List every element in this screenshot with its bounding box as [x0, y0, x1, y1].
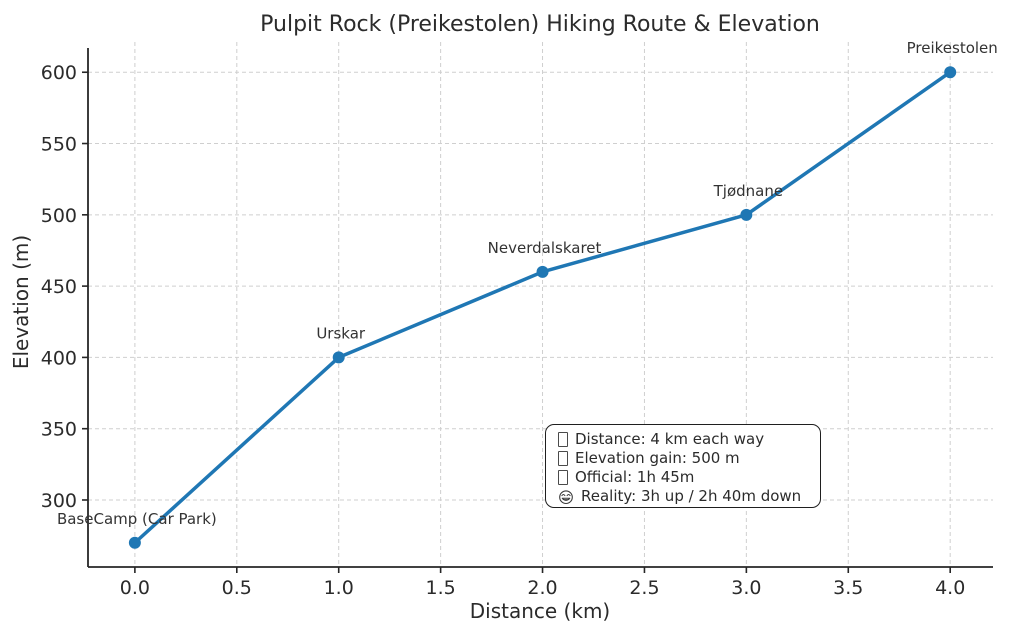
- y-tick-label: 550: [41, 134, 77, 156]
- y-tick-label: 350: [41, 419, 77, 441]
- data-point-marker: [332, 351, 345, 364]
- x-axis-label: Distance (km): [470, 599, 610, 623]
- info-line-reality-time: Reality: 3h up / 2h 40m down: [558, 487, 810, 506]
- x-tick-label: 3.5: [833, 577, 863, 599]
- info-line-text: Reality: 3h up / 2h 40m down: [581, 487, 802, 505]
- info-line-text: Elevation gain: 500 m: [575, 449, 740, 467]
- y-tick-label: 450: [41, 276, 77, 298]
- data-point-marker: [128, 536, 141, 549]
- x-tick-label: 4.0: [935, 577, 965, 599]
- y-tick-label: 300: [41, 490, 77, 512]
- data-point-label: Preikestolen: [907, 39, 998, 57]
- grinning-face-icon: [559, 489, 573, 504]
- missing-glyph-icon: [558, 432, 568, 447]
- info-line-distance: Distance: 4 km each way: [558, 430, 810, 449]
- y-axis-label: Elevation (m): [9, 235, 33, 369]
- y-tick-label: 600: [41, 62, 77, 84]
- x-tick-label: 1.5: [426, 577, 456, 599]
- data-point-marker: [740, 208, 753, 221]
- x-tick-label: 2.0: [527, 577, 557, 599]
- data-point-label: Tjødnane: [713, 182, 783, 200]
- x-tick-label: 3.0: [731, 577, 761, 599]
- data-point-marker: [944, 66, 957, 79]
- missing-glyph-icon: [558, 451, 568, 466]
- data-point-label: Urskar: [316, 324, 366, 342]
- missing-glyph-icon: [558, 470, 568, 485]
- info-line-elevation-gain: Elevation gain: 500 m: [558, 449, 810, 468]
- x-tick-label: 1.0: [324, 577, 354, 599]
- y-tick-label: 500: [41, 205, 77, 227]
- x-tick-label: 0.0: [120, 577, 150, 599]
- y-tick-label: 400: [41, 347, 77, 369]
- info-line-text: Distance: 4 km each way: [575, 430, 765, 448]
- info-line-text: Official: 1h 45m: [575, 468, 695, 486]
- chart-title: Pulpit Rock (Preikestolen) Hiking Route …: [260, 12, 820, 37]
- data-point-label: BaseCamp (Car Park): [57, 510, 217, 528]
- x-tick-label: 2.5: [629, 577, 659, 599]
- info-line-official-time: Official: 1h 45m: [558, 468, 810, 487]
- data-point-label: Neverdalskaret: [488, 239, 602, 257]
- x-tick-label: 0.5: [222, 577, 252, 599]
- data-point-marker: [536, 265, 549, 278]
- hike-info-box: Distance: 4 km each way Elevation gain: …: [545, 424, 821, 508]
